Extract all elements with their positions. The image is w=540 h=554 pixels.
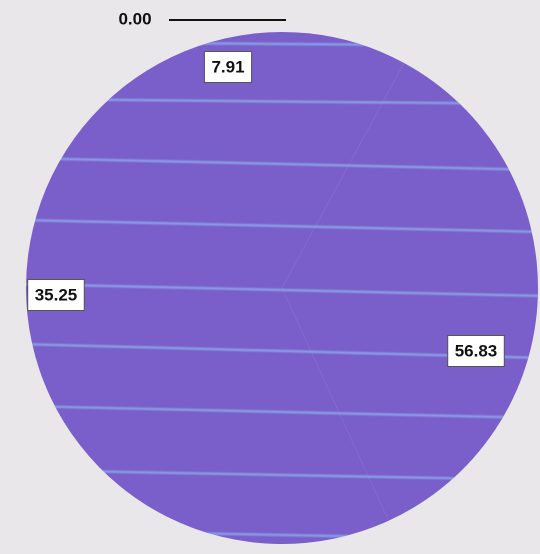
slice: [282, 32, 405, 288]
label-box: [447, 334, 505, 367]
label-box: [27, 278, 85, 311]
value-label: 56.83: [455, 341, 498, 360]
labels: 0.00 7.91 35.25 56.83: [27, 9, 505, 367]
value-label: 0.00: [118, 9, 151, 28]
pie: [26, 32, 538, 544]
value-label: 7.91: [211, 57, 244, 76]
label-box: [203, 50, 253, 83]
value-label: 35.25: [35, 285, 78, 304]
